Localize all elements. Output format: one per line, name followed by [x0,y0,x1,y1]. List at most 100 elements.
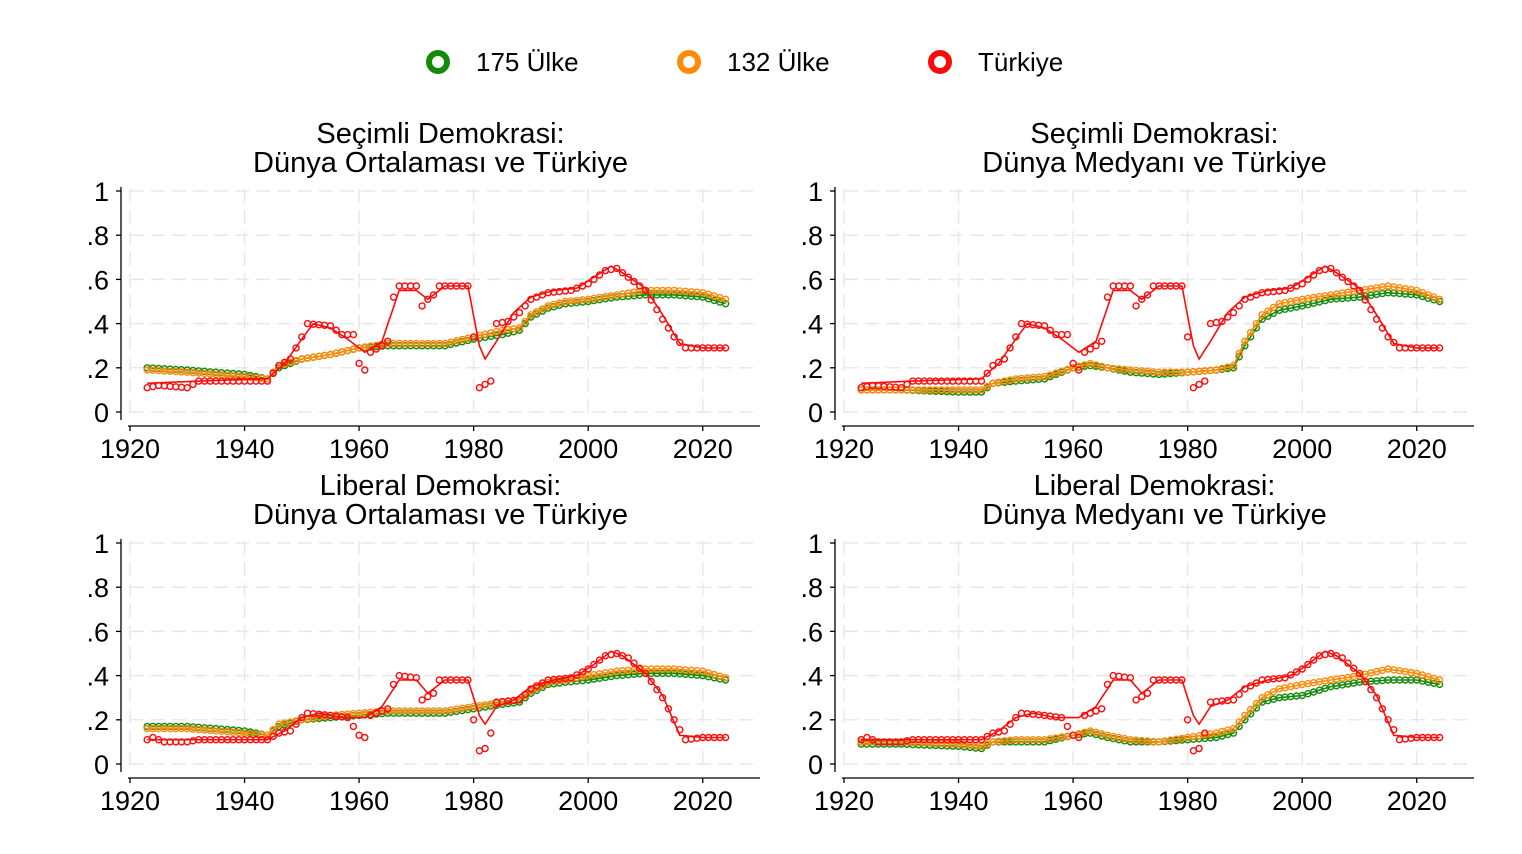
point-tr-1999 [578,668,587,676]
point-tr-2009 [1349,664,1358,672]
point-tr-2004 [1321,265,1329,274]
point-tr-1980 [1183,333,1192,341]
x-tick-label: 1920 [814,434,874,464]
point-tr-1989 [1235,690,1243,699]
point-tr-1972 [1138,692,1146,701]
x-tick-label: 1980 [1158,434,1218,464]
point-tr-2016 [676,338,684,347]
point-o132-1991 [1246,705,1255,714]
y-tick-label: .8 [800,221,823,251]
point-tr-2001 [1304,275,1312,284]
y-tick-label: .4 [86,310,109,340]
point-tr-1950 [1012,333,1020,341]
point-tr-1931 [189,737,197,745]
point-tr-1979 [1178,676,1186,684]
point-tr-1973 [1143,689,1152,697]
point-tr-2015 [670,333,678,341]
y-tick-label: .2 [800,706,823,736]
point-tr-1970 [1126,282,1135,290]
x-tick-label: 2000 [1272,434,1332,464]
point-tr-1988 [1229,308,1238,317]
point-tr-2002 [595,271,604,279]
y-tick-label: .4 [86,662,109,692]
point-tr-1963 [1086,345,1095,353]
chart-panel-3: Liberal Demokrasi:Dünya Ortalaması ve Tü… [86,470,760,816]
point-tr-1989 [521,690,529,699]
point-tr-2024 [721,733,730,742]
chart-title-line: Dünya Ortalaması ve Türkiye [253,147,628,179]
point-tr-1966 [389,293,398,301]
point-tr-1972 [1138,295,1146,303]
point-tr-2001 [1304,660,1312,669]
point-o132-1992 [1252,319,1261,328]
point-tr-1971 [418,696,426,704]
point-tr-2024 [1435,344,1444,352]
point-tr-1930 [897,384,905,392]
point-tr-1999 [1292,668,1301,676]
point-tr-2015 [1384,716,1392,724]
chart-title-line: Seçimli Demokrasi: [316,118,564,150]
point-tr-1944 [263,736,272,744]
y-tick-label: .4 [800,310,823,340]
chart-panels: Seçimli Demokrasi:Dünya Ortalaması ve Tü… [86,118,1474,816]
point-tr-2007 [624,654,632,662]
point-tr-2014 [1378,324,1387,332]
point-tr-2013 [1372,694,1381,702]
chart-title-line: Seçimli Demokrasi: [1030,118,1278,150]
point-tr-1987 [510,313,518,321]
point-tr-1987 [1223,313,1232,321]
point-tr-2008 [1344,277,1352,286]
point-tr-1961 [1075,366,1083,374]
series-line-g175 [147,294,726,380]
point-o132-1989 [1235,349,1243,358]
point-tr-1948 [1000,355,1009,363]
point-tr-1948 [286,727,295,735]
point-tr-2008 [630,659,638,667]
point-tr-2013 [658,694,667,702]
legend-item-132: 132 Ülke [677,47,830,77]
point-tr-1982 [1195,380,1203,389]
x-tick-label: 1960 [1043,434,1103,464]
chart-title-line: Dünya Ortalaması ve Türkiye [253,499,628,531]
point-tr-1959 [1063,330,1072,339]
point-tr-1984 [1206,698,1215,706]
y-tick-label: .6 [86,617,109,647]
point-tr-2017 [1395,736,1404,744]
point-tr-1979 [464,676,472,684]
point-tr-1955 [326,322,335,330]
legend-item-turkiye: Türkiye [928,47,1063,77]
point-tr-2010 [1355,669,1364,678]
point-tr-1950 [298,333,306,341]
point-o132-1994 [1264,307,1272,315]
point-o132-1988 [1229,361,1238,370]
point-tr-1958 [1057,713,1066,722]
chart-panel-2: Seçimli Demokrasi:Dünya Medyanı ve Türki… [800,118,1474,464]
point-tr-1923 [143,384,151,392]
point-tr-1966 [389,680,398,689]
legend-item-175: 175 Ülke [426,47,579,77]
point-tr-1924 [149,382,157,391]
point-tr-1971 [1132,302,1140,310]
point-o132-1990 [527,311,535,319]
point-tr-2004 [607,650,615,659]
point-tr-1963 [372,345,380,353]
point-tr-2000 [1298,665,1306,673]
point-tr-1982 [481,380,489,389]
y-tick-label: .6 [86,265,109,295]
point-tr-1931 [189,380,197,389]
point-tr-1950 [298,713,306,722]
x-tick-label: 2000 [1272,786,1332,816]
y-tick-label: .8 [86,573,109,603]
point-tr-1947 [994,358,1003,366]
point-tr-2012 [653,685,661,694]
point-tr-1962 [1080,348,1089,356]
legend-marker-turkiye [928,50,952,74]
point-tr-2017 [681,736,690,744]
point-tr-1944 [977,736,986,744]
point-o132-1992 [538,305,547,313]
point-tr-2000 [1298,280,1306,288]
point-tr-2015 [670,716,678,724]
y-tick-label: 1 [808,529,823,559]
y-tick-label: .2 [86,354,109,384]
